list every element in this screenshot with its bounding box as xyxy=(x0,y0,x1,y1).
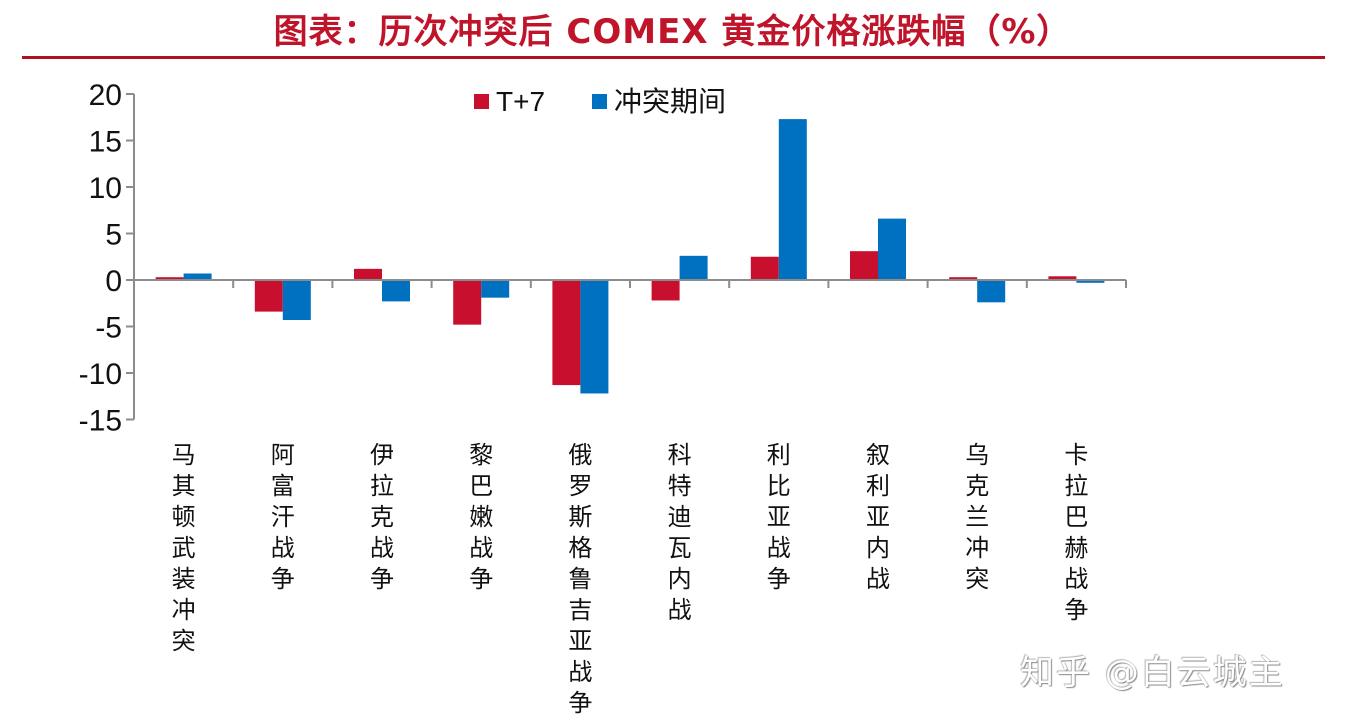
x-category-label: 科特迪瓦内战 xyxy=(667,441,692,624)
bar-conflict xyxy=(878,218,906,280)
legend-label: T+7 xyxy=(496,86,545,117)
bar-t7 xyxy=(254,280,283,312)
bar-conflict xyxy=(977,280,1006,303)
y-tick-label: 5 xyxy=(105,219,122,252)
chart-title: 图表：历次冲突后 COMEX 黄金价格涨跌幅（%） xyxy=(273,12,1072,52)
bar-t7 xyxy=(354,268,382,280)
bar-t7 xyxy=(1048,276,1077,280)
bar-conflict xyxy=(1076,280,1105,283)
title-divider xyxy=(22,56,1325,59)
y-tick-label: -5 xyxy=(95,312,122,345)
x-category-label: 阿富汗战争 xyxy=(270,441,295,593)
bar-t7 xyxy=(949,277,978,280)
x-category-label: 叙利亚内战 xyxy=(866,441,890,593)
y-tick-label: 10 xyxy=(89,172,122,205)
watermark: 知乎 @白云城主 xyxy=(1020,653,1285,693)
bar-t7 xyxy=(155,277,184,280)
bar-conflict xyxy=(481,280,510,298)
y-tick-label: -15 xyxy=(79,405,122,438)
bar-conflict xyxy=(679,255,708,280)
x-category-label: 黎巴嫩战争 xyxy=(469,441,494,593)
x-category-label: 伊拉克战争 xyxy=(370,441,394,593)
y-tick-label: 0 xyxy=(105,265,122,298)
bar-t7 xyxy=(750,256,779,280)
bar-conflict xyxy=(183,273,212,280)
y-axis: 20 15 10 5 0 -5 -10 -15 xyxy=(79,79,135,438)
y-tick-label: 20 xyxy=(89,79,122,112)
bars xyxy=(155,119,1105,394)
legend-label: 冲突期间 xyxy=(614,86,726,117)
y-tick-label: 15 xyxy=(89,126,122,159)
bar-t7 xyxy=(453,280,482,325)
x-axis xyxy=(134,279,1127,288)
y-tick-label: -10 xyxy=(79,358,122,391)
x-category-label: 利比亚战争 xyxy=(766,441,791,593)
bar-t7 xyxy=(850,251,878,280)
x-category-label: 卡拉巴赫战争 xyxy=(1064,441,1089,624)
x-category-label: 乌克兰冲突 xyxy=(965,441,990,593)
bar-t7 xyxy=(552,280,581,386)
bar-conflict xyxy=(778,119,807,280)
legend-swatch xyxy=(474,94,489,109)
x-category-label: 俄罗斯格鲁吉亚战争 xyxy=(568,441,593,717)
legend-swatch xyxy=(592,94,607,109)
bar-conflict xyxy=(282,280,311,320)
bar-conflict xyxy=(382,280,410,302)
legend: T+7 冲突期间 xyxy=(474,86,726,117)
bar-conflict xyxy=(580,280,609,394)
bar-t7 xyxy=(651,280,680,301)
x-category-label: 马其顿武装冲突 xyxy=(171,441,196,655)
